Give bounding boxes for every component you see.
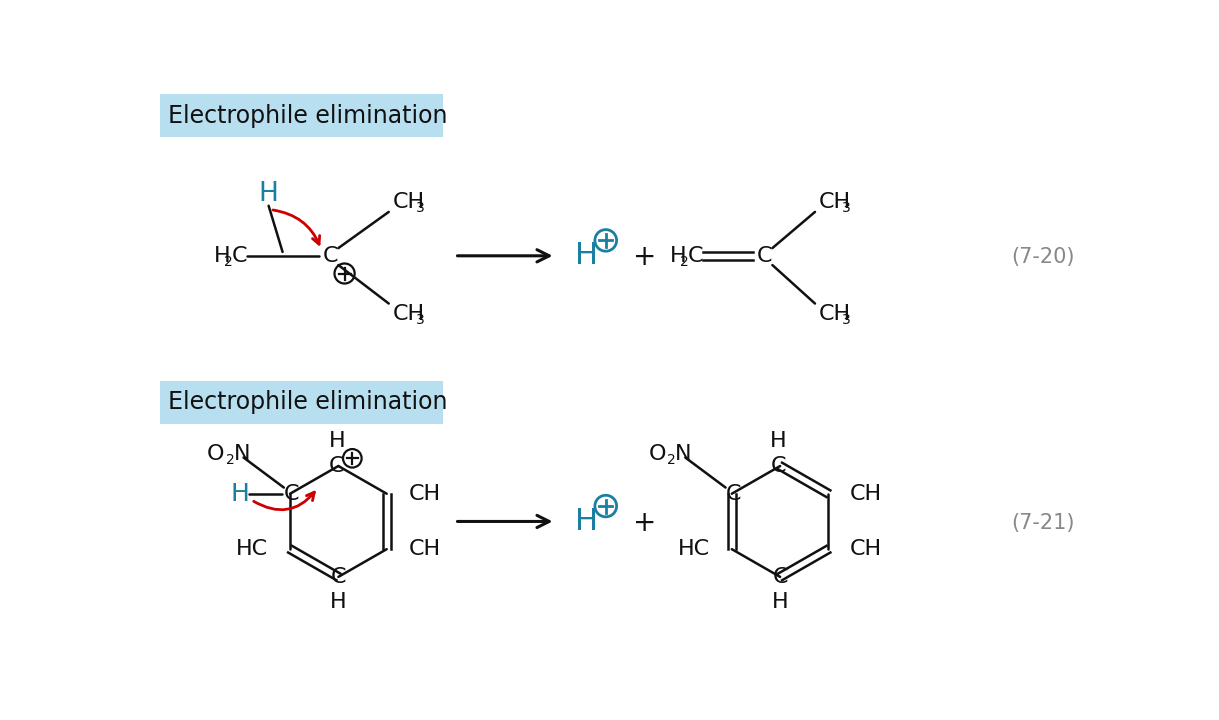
Text: CH: CH [408, 484, 440, 504]
Text: CH: CH [819, 192, 851, 212]
Text: C: C [773, 567, 787, 587]
Text: O: O [649, 444, 666, 464]
Text: C: C [330, 567, 346, 587]
Text: 3: 3 [842, 201, 851, 215]
Text: (7-21): (7-21) [1011, 513, 1075, 533]
Text: 3: 3 [842, 312, 851, 327]
Text: HC: HC [678, 539, 711, 559]
Text: H: H [770, 431, 787, 451]
Text: H: H [328, 431, 345, 451]
Text: +: + [633, 243, 656, 271]
Text: C: C [232, 246, 247, 266]
Text: 2: 2 [668, 453, 677, 467]
Text: 2: 2 [680, 255, 689, 269]
Text: 2: 2 [226, 453, 234, 467]
Text: H: H [575, 241, 597, 270]
Text: CH: CH [393, 304, 424, 323]
Text: CH: CH [819, 304, 851, 323]
Text: H: H [258, 181, 279, 207]
Text: CH: CH [393, 192, 424, 212]
Text: CH: CH [408, 539, 440, 559]
Text: H: H [215, 246, 230, 266]
Text: 3: 3 [416, 201, 424, 215]
Text: CH: CH [850, 484, 883, 504]
Text: C: C [329, 456, 345, 476]
Text: Electrophile elimination: Electrophile elimination [168, 104, 447, 127]
Text: C: C [323, 246, 339, 266]
Text: H: H [575, 507, 597, 536]
Text: +: + [633, 509, 656, 537]
Text: N: N [234, 444, 250, 464]
Text: C: C [688, 246, 703, 266]
Text: H: H [670, 246, 686, 266]
Text: 2: 2 [224, 255, 233, 269]
Text: CH: CH [850, 539, 883, 559]
Text: O: O [207, 444, 224, 464]
Text: H: H [230, 482, 249, 505]
Text: C: C [770, 456, 786, 476]
Text: 3: 3 [416, 312, 424, 327]
Text: HC: HC [236, 539, 268, 559]
Text: C: C [284, 484, 300, 504]
FancyBboxPatch shape [160, 94, 442, 138]
Text: H: H [772, 592, 789, 611]
Text: N: N [675, 444, 691, 464]
Text: (7-20): (7-20) [1011, 248, 1075, 267]
Text: H: H [330, 592, 346, 611]
Text: C: C [757, 246, 773, 266]
Text: C: C [725, 484, 741, 504]
Text: Electrophile elimination: Electrophile elimination [168, 390, 447, 414]
FancyBboxPatch shape [160, 381, 442, 423]
